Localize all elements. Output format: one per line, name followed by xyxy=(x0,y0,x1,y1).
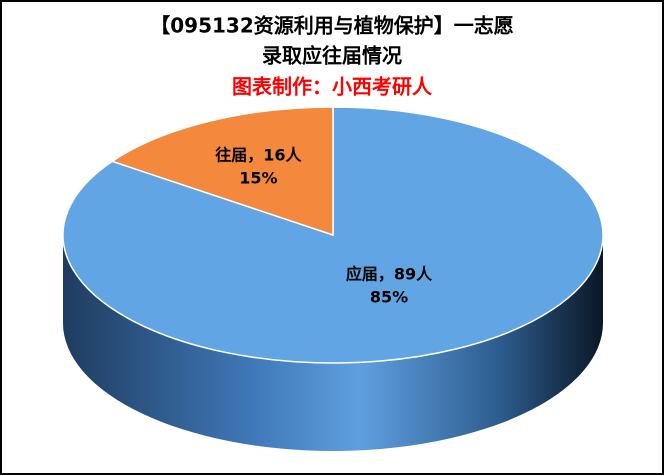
chart-subtitle: 图表制作：小西考研人 xyxy=(232,75,433,99)
data-label: 应届，89人 xyxy=(346,265,433,284)
data-label: 85% xyxy=(370,288,408,307)
slice xyxy=(62,106,604,364)
slice-side xyxy=(63,235,603,451)
data-label: 15% xyxy=(239,168,277,187)
chart-title: 【095132资源利用与植物保护】一志愿 xyxy=(150,14,514,38)
chart-title: 录取应往届情况 xyxy=(262,44,402,68)
data-label: 往届，16人 xyxy=(215,145,302,164)
pie: 应届，89人 85% 往届，16人 15% xyxy=(62,106,604,451)
slice xyxy=(110,106,334,237)
